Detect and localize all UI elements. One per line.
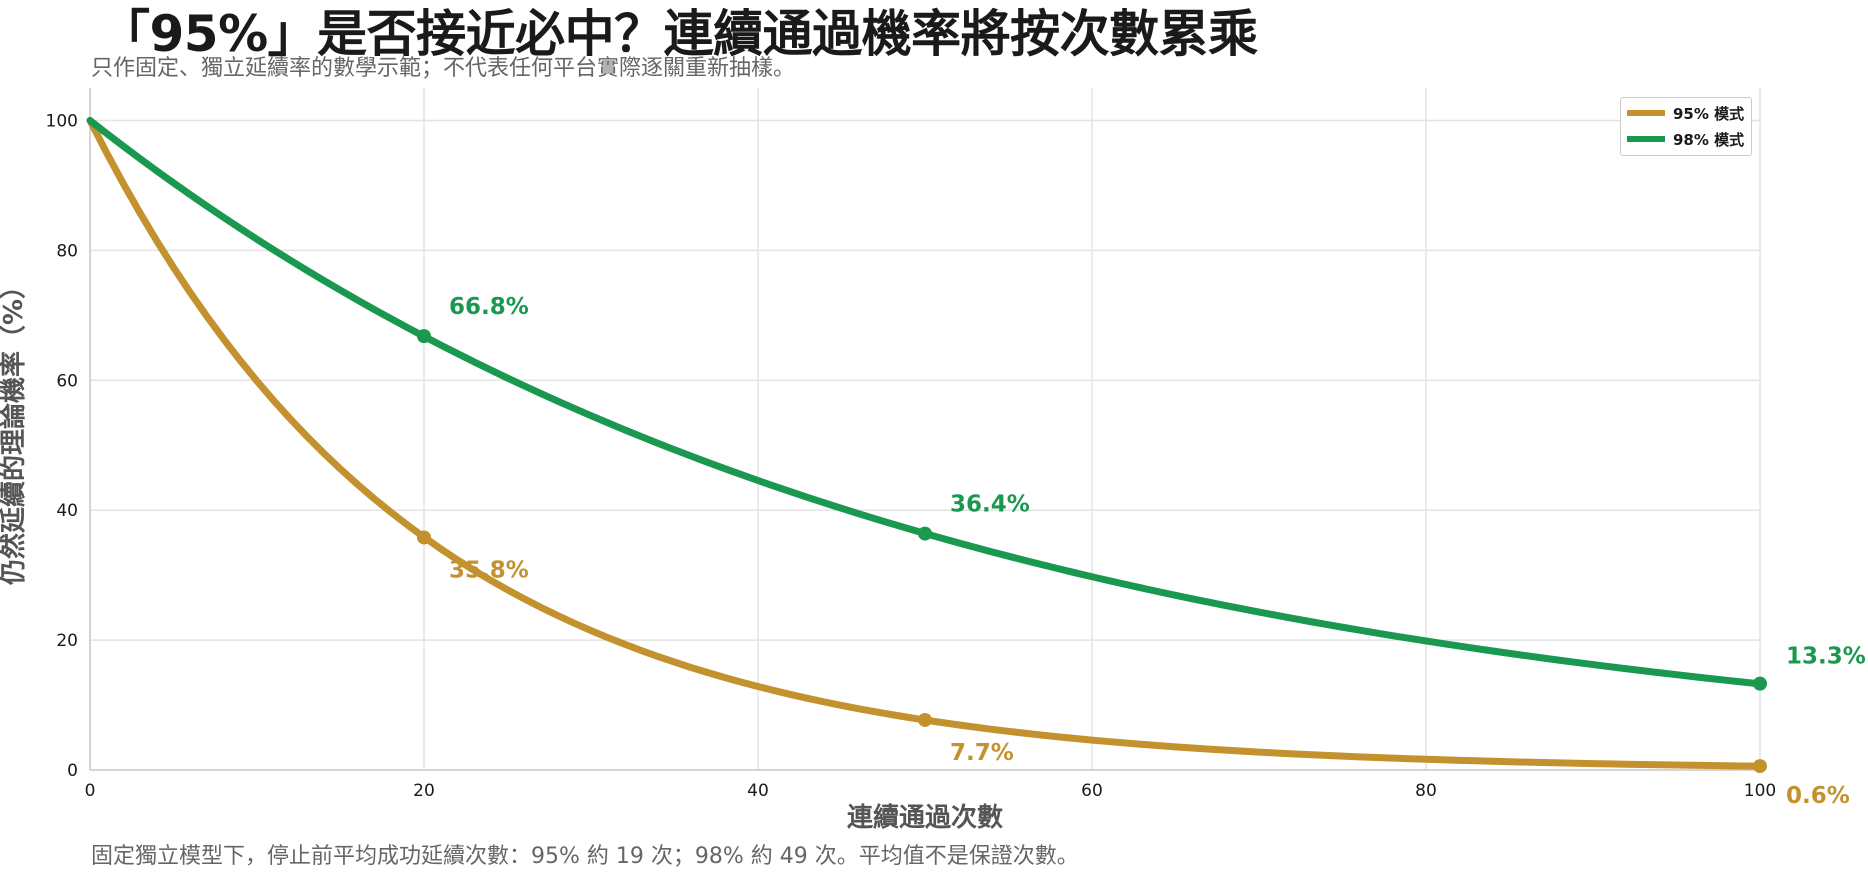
x-axis-title: 連續通過次數 [847,802,1003,833]
legend-label-95: 95% 模式 [1673,104,1745,123]
y-axis-title: 仍然延續的理論機率（%） [0,273,29,585]
legend-label-98: 98% 模式 [1673,130,1745,149]
legend-item-98: 98% 模式 [1627,128,1744,150]
data-label: 7.7% [950,740,1014,766]
y-tick-label: 100 [46,111,78,131]
legend-swatch-95 [1627,110,1665,116]
data-point-marker [918,712,932,727]
data-label: 66.8% [449,294,529,320]
data-point-marker [918,526,932,541]
legend-item-95: 95% 模式 [1627,102,1744,124]
legend-swatch-98 [1627,136,1665,142]
data-point-marker [1753,759,1767,774]
data-label: 0.6% [1786,783,1850,809]
chart-subtitle: 只作固定、獨立延續率的數學示範；不代表任何平台實際逐關重新抽樣。 [91,56,796,81]
y-tick-label: 40 [56,501,78,521]
data-point-marker [417,329,431,344]
y-tick-label: 60 [56,371,78,391]
x-tick-label: 20 [413,781,435,801]
chart-footnote: 固定獨立模型下，停止前平均成功延續次數：95% 約 19 次；98% 約 49 … [91,844,1079,869]
data-label: 36.4% [950,492,1030,518]
series-line-98 [86,116,1764,688]
data-label: 35.8% [449,557,529,583]
y-tick-label: 20 [56,631,78,651]
x-tick-label: 80 [1415,781,1437,801]
data-point-marker [1753,676,1767,691]
series-line-95 [86,116,1764,770]
legend: 95% 模式 98% 模式 [1620,97,1752,156]
y-tick-label: 80 [56,241,78,261]
x-tick-label: 40 [747,781,769,801]
y-tick-label: 0 [67,761,78,781]
x-tick-label: 100 [1744,781,1776,801]
chart-title: 「95%」是否接近必中？連續通過機率將按次數累乘 [100,5,1258,63]
data-label: 13.3% [1786,644,1866,670]
x-tick-label: 0 [85,781,96,801]
data-point-marker [417,530,431,545]
x-tick-label: 60 [1081,781,1103,801]
